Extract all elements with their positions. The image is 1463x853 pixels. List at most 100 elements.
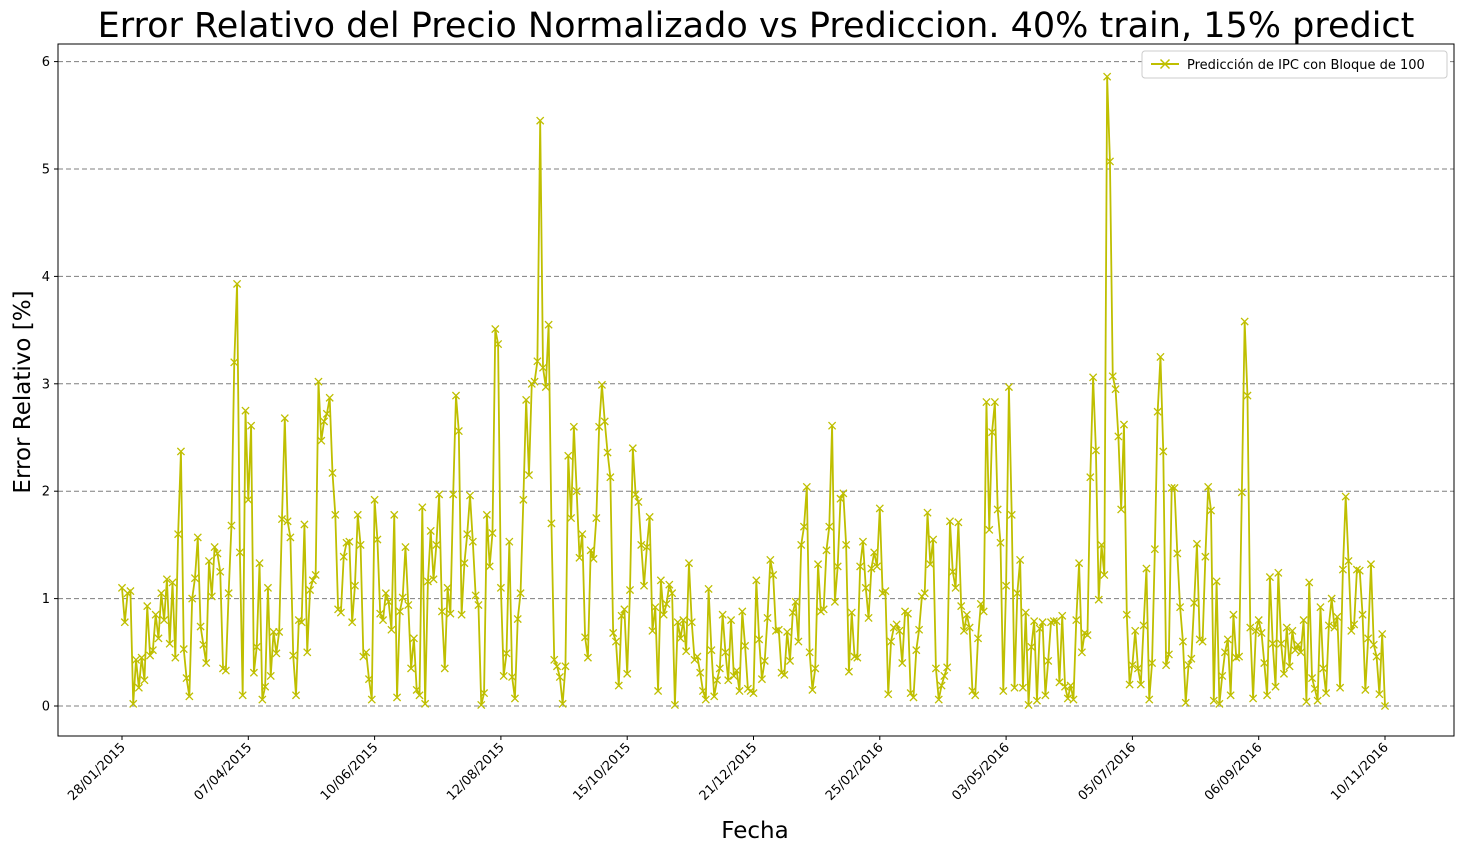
- data-point: [505, 537, 514, 546]
- y-tick-label: 2: [42, 485, 50, 500]
- x-tick-label: 06/09/2016: [1202, 740, 1266, 804]
- data-point: [1223, 635, 1232, 644]
- data-point: [844, 667, 853, 676]
- data-point: [463, 530, 472, 539]
- data-point: [564, 451, 573, 460]
- x-tick-label: 05/07/2016: [1076, 740, 1140, 804]
- data-point: [937, 681, 946, 690]
- data-point: [1128, 661, 1137, 670]
- data-point: [670, 700, 679, 709]
- data-point: [884, 690, 893, 699]
- data-point: [1299, 616, 1308, 625]
- data-point: [1316, 603, 1325, 612]
- data-point: [1131, 626, 1140, 635]
- data-point: [210, 542, 219, 552]
- data-point: [213, 549, 222, 558]
- data-point: [1271, 682, 1280, 691]
- data-point: [898, 658, 907, 668]
- data-point: [384, 597, 393, 606]
- data-point: [558, 699, 567, 708]
- data-point: [909, 693, 918, 702]
- data-point: [1190, 598, 1199, 607]
- data-point: [1198, 637, 1207, 646]
- data-point: [168, 578, 177, 587]
- data-point: [407, 664, 416, 673]
- data-point: [179, 645, 188, 654]
- data-point: [1378, 629, 1387, 639]
- data-point: [530, 377, 539, 386]
- data-point: [1021, 608, 1030, 617]
- y-tick-label: 4: [42, 270, 50, 285]
- data-point: [1302, 697, 1311, 706]
- legend-marker-x-icon: [1159, 58, 1171, 70]
- data-point: [216, 567, 225, 576]
- data-point: [715, 664, 724, 673]
- data-point: [996, 538, 1005, 547]
- data-point: [766, 555, 775, 564]
- data-point: [710, 692, 719, 701]
- data-point: [1232, 653, 1241, 662]
- data-point: [1265, 573, 1274, 582]
- data-point: [126, 587, 135, 596]
- data-point: [578, 530, 587, 539]
- data-point: [791, 597, 800, 606]
- data-point: [561, 662, 570, 671]
- data-point: [303, 648, 312, 657]
- y-tick-label: 0: [42, 700, 50, 715]
- data-point: [959, 626, 969, 635]
- data-point: [682, 647, 691, 656]
- data-point: [1103, 72, 1112, 81]
- data-point: [575, 553, 584, 562]
- data-point: [1178, 637, 1187, 646]
- data-point: [788, 608, 797, 617]
- data-point: [1347, 626, 1356, 635]
- data-point: [811, 664, 820, 673]
- data-point: [297, 618, 306, 627]
- data-point: [662, 599, 671, 609]
- data-point: [973, 634, 983, 643]
- data-point: [1013, 589, 1022, 598]
- data-point: [583, 653, 592, 662]
- data-point: [376, 609, 385, 618]
- chart-title: Error Relativo del Precio Normalizado vs…: [98, 6, 1415, 46]
- data-point: [982, 398, 991, 407]
- data-point: [1049, 617, 1058, 626]
- data-point: [277, 515, 287, 524]
- data-point: [151, 610, 160, 619]
- data-point: [813, 560, 823, 569]
- data-point: [1069, 695, 1078, 704]
- data-point: [1142, 564, 1151, 573]
- data-point: [623, 669, 632, 678]
- data-point: [1072, 616, 1081, 625]
- data-point: [648, 626, 657, 635]
- data-point: [673, 618, 682, 627]
- data-point: [1162, 661, 1171, 670]
- data-point: [718, 610, 727, 619]
- data-point: [757, 675, 766, 684]
- x-tick-label: 10/06/2015: [318, 740, 382, 804]
- series-line: [121, 75, 1386, 707]
- data-point: [600, 417, 609, 426]
- data-point: [474, 600, 483, 610]
- x-tick-label: 21/12/2015: [697, 740, 761, 804]
- y-axis-ticks: 0 1 2 3 4 5 6: [42, 55, 58, 715]
- data-point: [839, 489, 848, 498]
- data-point: [965, 623, 974, 632]
- data-point: [1218, 671, 1227, 680]
- data-point: [460, 559, 469, 568]
- data-point: [437, 607, 447, 616]
- data-point: [1002, 581, 1011, 590]
- data-point: [1366, 560, 1376, 569]
- data-point: [339, 552, 348, 561]
- data-point: [1324, 621, 1333, 630]
- data-point: [1364, 634, 1373, 643]
- data-point: [1201, 552, 1210, 561]
- data-point: [1007, 510, 1016, 519]
- data-point: [856, 562, 865, 571]
- data-point: [367, 695, 376, 704]
- data-point: [836, 494, 845, 503]
- data-point: [721, 648, 730, 657]
- x-tick-label: 25/02/2016: [823, 740, 887, 804]
- data-point: [1181, 698, 1190, 707]
- data-point: [286, 533, 295, 542]
